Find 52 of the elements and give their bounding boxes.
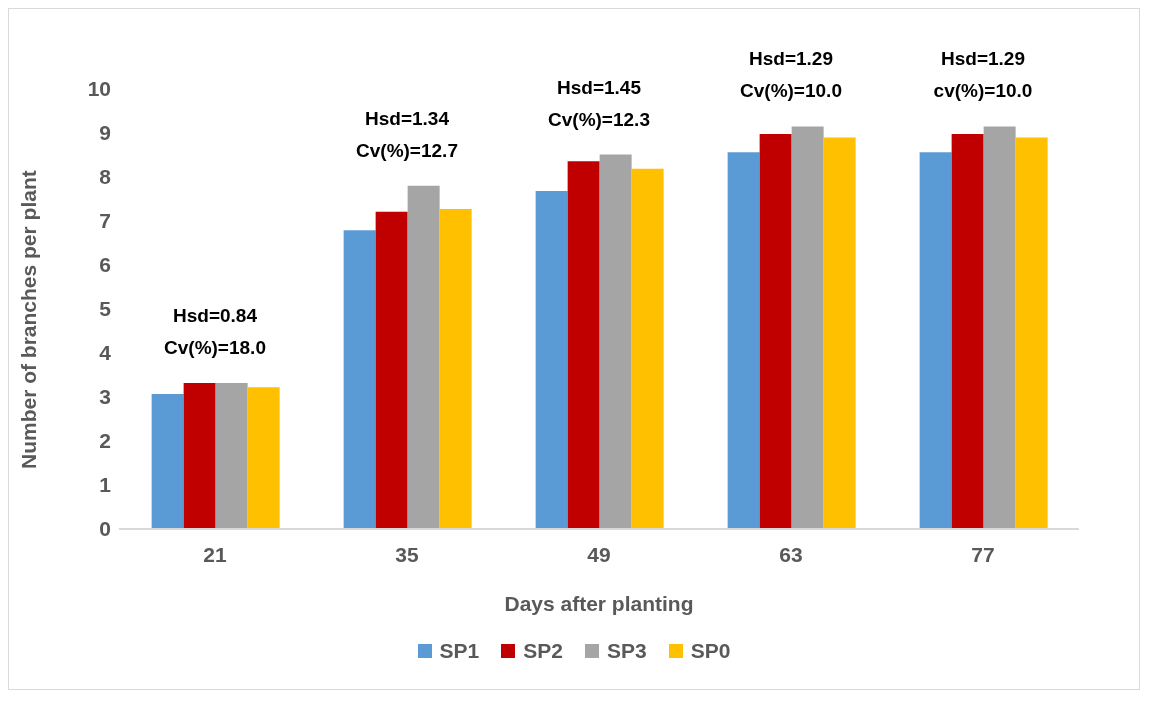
text: Hsd=1.29 <box>748 48 834 71</box>
bar <box>151 393 184 529</box>
bar <box>567 161 600 529</box>
bar <box>823 137 856 529</box>
bar <box>343 230 376 529</box>
annotation: Cv(%)=10.0 <box>739 80 843 103</box>
x-tick-label: 21 <box>203 542 227 566</box>
annotation: Cv(%)=18.0 <box>163 336 267 359</box>
bar <box>535 191 568 529</box>
x-tick-label: 63 <box>779 542 803 566</box>
bar <box>1015 137 1048 529</box>
bar <box>727 152 760 529</box>
annotation: Hsd=1.45 <box>556 76 642 99</box>
y-tick-label: 5 <box>99 297 112 321</box>
y-tick-label: 1 <box>99 473 112 497</box>
y-tick-label: 0 <box>99 517 111 541</box>
bar <box>791 126 824 529</box>
annotation: Hsd=1.34 <box>364 107 450 130</box>
y-tick-label: 4 <box>99 341 112 365</box>
bar <box>247 387 280 529</box>
annotation: cv(%)=10.0 <box>932 80 1034 103</box>
y-tick-label: 7 <box>99 209 111 233</box>
x-tick-label: 35 <box>395 542 419 566</box>
x-tick-label: 49 <box>587 542 611 566</box>
y-tick-label: 10 <box>87 77 111 101</box>
x-tick-label: 77 <box>971 542 995 566</box>
y-axis-title: Number of branches per plant <box>17 170 41 469</box>
bar <box>759 133 792 529</box>
y-tick-label: 9 <box>99 121 111 145</box>
legend-label: SP2 <box>523 639 563 663</box>
bar <box>407 185 440 529</box>
x-axis-title: Days after planting <box>504 592 694 615</box>
bar <box>599 154 632 529</box>
y-tick-label: 3 <box>99 385 111 409</box>
bar <box>183 382 216 529</box>
text: Hsd=1.29 <box>940 48 1026 71</box>
legend-label: SP3 <box>607 639 647 663</box>
y-tick-label: 6 <box>99 253 111 277</box>
bar <box>983 126 1016 529</box>
y-tick-label: 8 <box>99 165 112 189</box>
bar <box>439 209 472 529</box>
annotation: Cv(%)=12.3 <box>547 108 651 131</box>
y-tick-label: 2 <box>99 429 111 453</box>
bar <box>951 133 984 529</box>
bar <box>919 152 952 529</box>
legend-label: SP0 <box>690 639 731 663</box>
bar <box>375 211 408 529</box>
bar <box>215 382 248 529</box>
annotation: Hsd=0.84 <box>172 304 258 327</box>
legend-label: SP1 <box>439 639 480 663</box>
annotation: Cv(%)=12.7 <box>355 139 459 162</box>
bar <box>631 168 664 529</box>
